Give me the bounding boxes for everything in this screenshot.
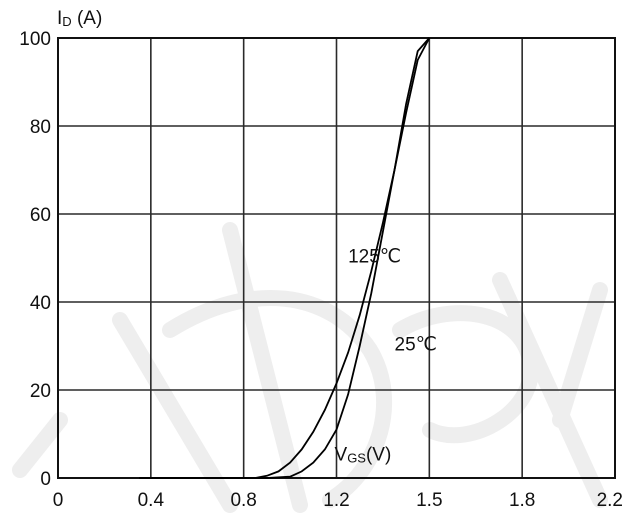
x-tick-label: 0.4: [138, 490, 165, 511]
x-axis-label: VGS(V): [335, 444, 392, 465]
watermark: [12, 222, 608, 513]
x-tick-label: 0.8: [230, 490, 256, 511]
series-label: 25℃: [395, 334, 437, 355]
x-tick-label: 0: [53, 490, 64, 511]
y-tick-label: 60: [30, 205, 51, 226]
series-labels: 125℃ 25℃: [348, 246, 437, 355]
grid: [58, 38, 615, 478]
series-label: 125℃: [348, 246, 401, 267]
y-tick-label: 40: [30, 293, 51, 314]
series-line-25c: [139, 37, 430, 479]
plot-frame: [57, 37, 616, 479]
series-curves: [139, 37, 431, 479]
x-tick-label: 1.8: [509, 490, 535, 511]
x-tick-label: 2.2: [597, 490, 623, 511]
y-tick-label: 20: [30, 381, 51, 402]
y-tick-label: 80: [30, 117, 51, 138]
x-tick-label: 1.2: [323, 490, 349, 511]
y-tick-label: 0: [40, 469, 51, 490]
x-tick-label: 1.5: [416, 490, 442, 511]
y-axis-label: ID (A): [57, 8, 102, 29]
y-tick-labels: 0 20 40 60 80 100: [19, 29, 51, 490]
y-tick-label: 100: [19, 29, 51, 50]
x-tick-labels: 0 0.4 0.8 1.2 1.5 1.8 2.2: [53, 490, 623, 511]
